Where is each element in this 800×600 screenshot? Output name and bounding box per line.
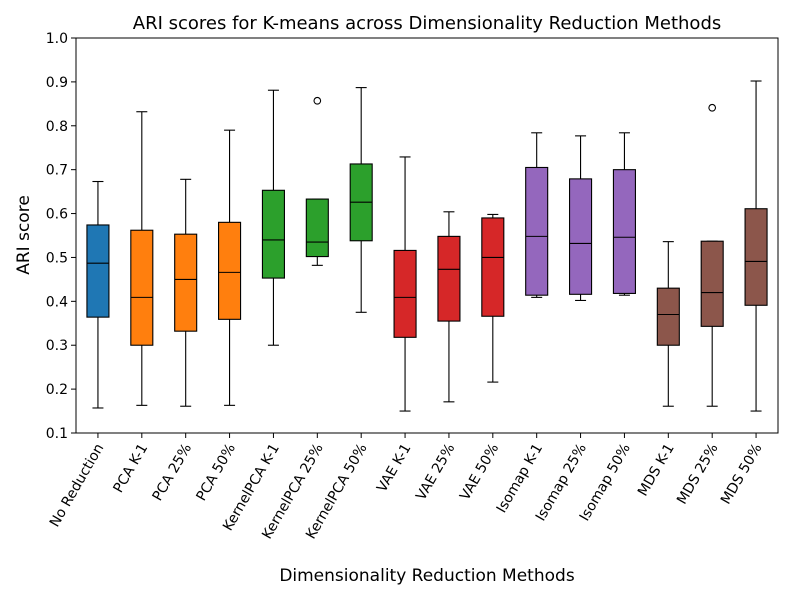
box-vae-50 [481, 217, 505, 317]
box-isomap-25 [569, 178, 593, 295]
x-tick-label: PCA 50% [193, 441, 239, 504]
plot-frame [75, 37, 779, 434]
y-tick-label: 0.7 [46, 163, 68, 179]
box-mds-k-1 [656, 287, 680, 346]
box-pca-25 [174, 233, 198, 332]
x-tick-label: PCA K-1 [110, 441, 151, 496]
box-pca-50 [218, 221, 242, 320]
y-tick-label: 0.1 [46, 426, 68, 442]
y-tick-label: 1.0 [46, 31, 68, 47]
box-kernelpca-25 [305, 198, 329, 258]
x-axis-label: Dimensionality Reduction Methods [279, 566, 575, 586]
x-tick-label: Isomap K-1 [494, 441, 546, 516]
x-tick-label: VAE 25% [413, 441, 458, 503]
chart-title: ARI scores for K-means across Dimensiona… [133, 13, 722, 34]
y-axis-label: ARI score [14, 195, 34, 275]
box-pca-k-1 [130, 229, 154, 346]
box-isomap-k-1 [525, 166, 549, 296]
y-tick-label: 0.2 [46, 382, 68, 398]
box-mds-25 [700, 240, 724, 327]
outlier-kernelpca-25-0 [313, 96, 322, 105]
x-tick-label: MDS K-1 [635, 441, 678, 499]
box-kernelpca-k-1 [261, 189, 285, 279]
y-tick-label: 0.9 [46, 75, 68, 91]
x-tick-label: VAE 50% [457, 441, 502, 503]
y-tick-label: 0.8 [46, 119, 68, 135]
x-tick-label: PCA 25% [150, 441, 196, 504]
box-mds-50 [744, 208, 768, 306]
y-tick-label: 0.5 [46, 250, 68, 266]
x-tick-label: MDS 25% [674, 441, 722, 507]
x-tick-label: No Reduction [47, 441, 108, 530]
y-tick-label: 0.6 [46, 207, 68, 223]
plot-area: 0.1 0.2 0.3 0.4 0.5 0.6 0.7 0.8 0.9 1.0 No Reducti… [46, 31, 779, 542]
box-no-reduction [86, 224, 110, 318]
x-tick-label: MDS 50% [718, 441, 766, 507]
box-vae-25 [437, 235, 461, 322]
box-isomap-50 [612, 169, 636, 294]
outlier-mds-25-0 [708, 103, 717, 112]
y-tick-label: 0.4 [46, 294, 68, 310]
y-tick-label: 0.3 [46, 338, 68, 354]
x-tick-label: VAE K-1 [374, 441, 414, 495]
box-vae-k-1 [393, 249, 417, 338]
